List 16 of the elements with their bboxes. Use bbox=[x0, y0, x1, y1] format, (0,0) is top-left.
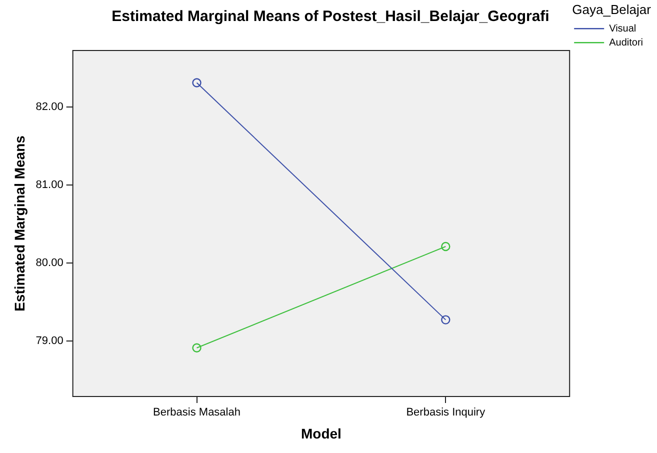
x-tick-label: Berbasis Masalah bbox=[153, 406, 240, 419]
y-tick-label: 80.00 bbox=[36, 256, 64, 269]
legend-label: Auditori bbox=[609, 37, 643, 48]
x-axis-title: Model bbox=[300, 425, 342, 442]
y-tick-label: 79.00 bbox=[36, 334, 64, 347]
legend-title: Gaya_Belajar bbox=[572, 2, 652, 18]
x-tick-label: Berbasis Inquiry bbox=[406, 406, 486, 419]
point bbox=[192, 78, 202, 88]
chart-title: Estimated Marginal Means of Postest_Hasil_Belajar_Geografi bbox=[112, 8, 550, 26]
y-tick-label: 81.00 bbox=[36, 178, 64, 191]
legend-label: Visual bbox=[609, 23, 636, 34]
point bbox=[441, 242, 450, 252]
point bbox=[441, 315, 450, 324]
y-axis-title: Estimated Marginal Means bbox=[11, 135, 28, 312]
y-tick-label: 82.00 bbox=[36, 100, 64, 113]
point bbox=[192, 343, 202, 352]
